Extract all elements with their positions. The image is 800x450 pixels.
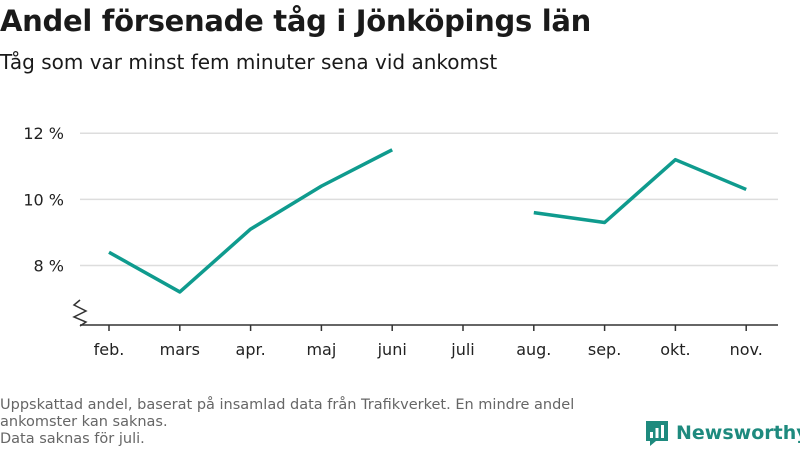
chart-title: Andel försenade tåg i Jönköpings län — [0, 4, 591, 38]
gridlines — [80, 132, 778, 267]
footnote: Uppskattad andel, baserat på insamlad da… — [0, 397, 630, 448]
y-axis-labels: 8 % 10 % 12 % — [23, 124, 64, 275]
x-tick-label: okt. — [660, 340, 690, 359]
x-tick-label: nov. — [730, 340, 763, 359]
y-tick-label: 10 % — [23, 190, 64, 209]
x-tick-label: feb. — [94, 340, 125, 359]
chart-subtitle: Tåg som var minst fem minuter sena vid a… — [0, 50, 498, 74]
x-axis: feb. mars apr. maj juni juli aug. sep. okt. nov. — [72, 299, 778, 359]
line-chart: 8 % 10 % 12 % feb. mars apr. maj juni juli aug. s… — [23, 124, 778, 359]
series-line-segment — [533, 157, 747, 225]
x-tick-label: mars — [160, 340, 200, 359]
footnote-line-2: Data saknas för juli. — [0, 431, 145, 447]
brand-logo: Newsworthy — [644, 418, 800, 448]
brand-name: Newsworthy — [676, 422, 800, 444]
footnote-line-1: Uppskattad andel, baserat på insamlad da… — [0, 397, 575, 430]
series-line-segment — [108, 148, 393, 294]
x-tick-label: juli — [450, 340, 474, 359]
x-tick-label: apr. — [236, 340, 266, 359]
series-lines — [108, 148, 747, 294]
y-tick-label: 8 % — [34, 256, 64, 275]
x-tick-label: aug. — [516, 340, 551, 359]
x-tick-label: maj — [306, 340, 336, 359]
y-tick-label: 12 % — [23, 124, 64, 143]
axis-break-icon — [72, 299, 88, 327]
x-tick-label: juni — [377, 340, 407, 359]
x-tick-label: sep. — [588, 340, 621, 359]
bar-chart-icon — [646, 421, 668, 446]
